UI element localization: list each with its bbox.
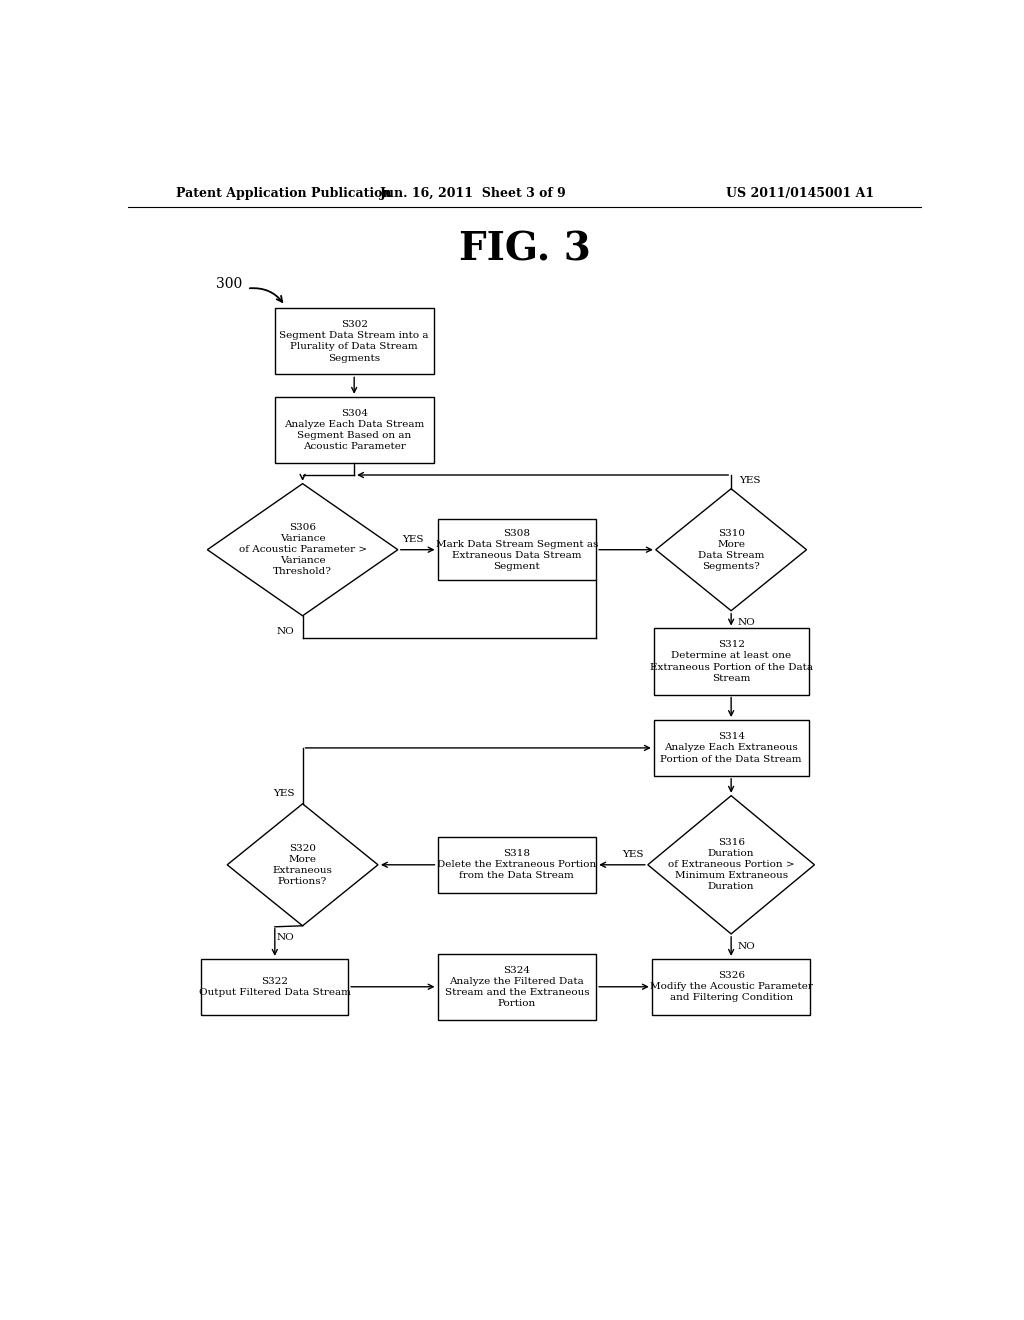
Polygon shape	[655, 488, 807, 611]
Text: S302
Segment Data Stream into a
Plurality of Data Stream
Segments: S302 Segment Data Stream into a Pluralit…	[280, 321, 429, 363]
FancyBboxPatch shape	[274, 397, 433, 463]
Polygon shape	[648, 796, 814, 935]
Text: YES: YES	[401, 535, 423, 544]
Text: YES: YES	[739, 477, 761, 484]
FancyBboxPatch shape	[652, 958, 811, 1015]
Text: S320
More
Extraneous
Portions?: S320 More Extraneous Portions?	[272, 843, 333, 886]
Text: FIG. 3: FIG. 3	[459, 231, 591, 269]
Text: S308
Mark Data Stream Segment as
Extraneous Data Stream
Segment: S308 Mark Data Stream Segment as Extrane…	[435, 528, 598, 570]
Text: S314
Analyze Each Extraneous
Portion of the Data Stream: S314 Analyze Each Extraneous Portion of …	[660, 733, 802, 763]
Text: S322
Output Filtered Data Stream: S322 Output Filtered Data Stream	[199, 977, 351, 997]
Text: US 2011/0145001 A1: US 2011/0145001 A1	[726, 187, 873, 201]
Polygon shape	[227, 804, 378, 925]
Text: Patent Application Publication: Patent Application Publication	[176, 187, 391, 201]
Text: S326
Modify the Acoustic Parameter
and Filtering Condition: S326 Modify the Acoustic Parameter and F…	[649, 972, 813, 1002]
Text: Jun. 16, 2011  Sheet 3 of 9: Jun. 16, 2011 Sheet 3 of 9	[380, 187, 566, 201]
FancyBboxPatch shape	[202, 958, 348, 1015]
Text: YES: YES	[623, 850, 644, 859]
Text: S316
Duration
of Extraneous Portion >
Minimum Extraneous
Duration: S316 Duration of Extraneous Portion > Mi…	[668, 838, 795, 891]
Text: NO: NO	[737, 941, 756, 950]
FancyBboxPatch shape	[437, 954, 596, 1020]
Text: S324
Analyze the Filtered Data
Stream and the Extraneous
Portion: S324 Analyze the Filtered Data Stream an…	[444, 966, 589, 1008]
Text: 300: 300	[216, 277, 243, 292]
Text: S306
Variance
of Acoustic Parameter >
Variance
Threshold?: S306 Variance of Acoustic Parameter > Va…	[239, 523, 367, 577]
FancyBboxPatch shape	[274, 309, 433, 375]
FancyBboxPatch shape	[437, 519, 596, 581]
FancyBboxPatch shape	[653, 628, 809, 694]
Text: NO: NO	[737, 618, 756, 627]
FancyBboxPatch shape	[653, 719, 809, 776]
Text: YES: YES	[273, 789, 295, 799]
FancyBboxPatch shape	[437, 837, 596, 892]
Text: NO: NO	[276, 627, 295, 635]
Text: S318
Delete the Extraneous Portion
from the Data Stream: S318 Delete the Extraneous Portion from …	[437, 849, 597, 880]
Text: S310
More
Data Stream
Segments?: S310 More Data Stream Segments?	[698, 528, 764, 570]
Text: S304
Analyze Each Data Stream
Segment Based on an
Acoustic Parameter: S304 Analyze Each Data Stream Segment Ba…	[284, 409, 424, 451]
Text: S312
Determine at least one
Extraneous Portion of the Data
Stream: S312 Determine at least one Extraneous P…	[649, 640, 813, 682]
Text: NO: NO	[276, 933, 295, 942]
Polygon shape	[207, 483, 397, 615]
